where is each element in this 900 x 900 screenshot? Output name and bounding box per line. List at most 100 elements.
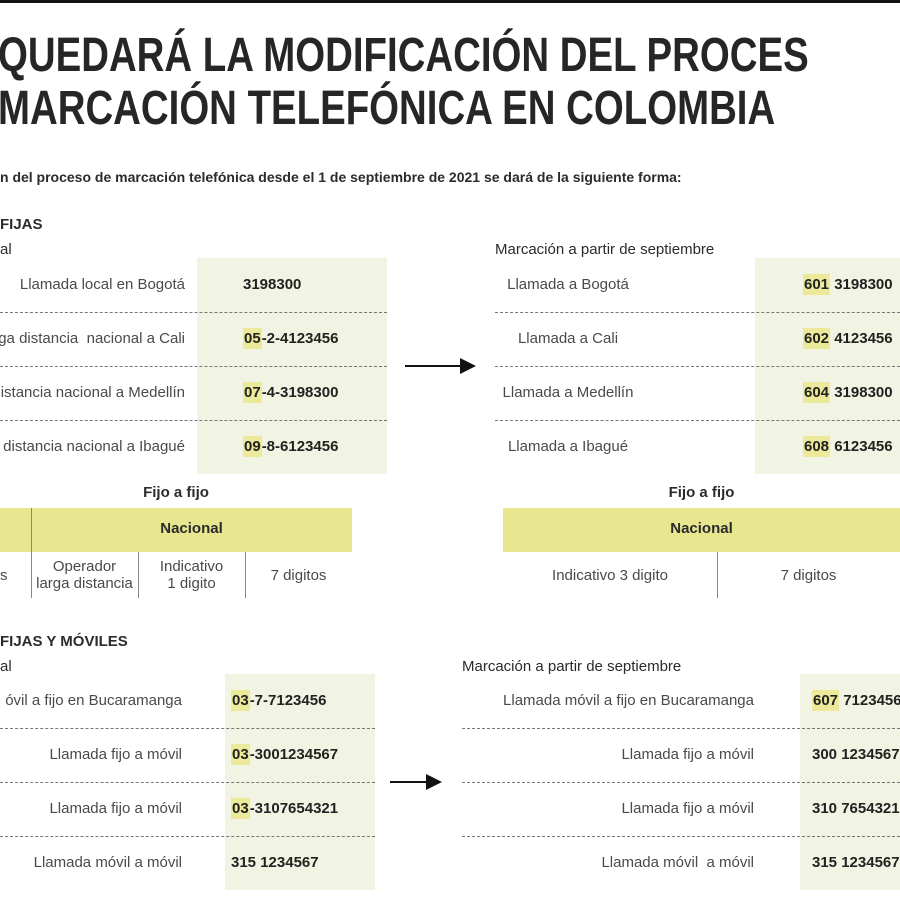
number-rest: -2-4123456: [261, 330, 339, 347]
cell: Indicativo 3 digito: [503, 567, 717, 584]
cell: Indicativo 1 digito: [138, 558, 245, 592]
number-rest: 7123456: [839, 692, 900, 709]
band-label: Nacional: [160, 520, 223, 537]
table-heading: Fijo a fijo: [143, 484, 209, 501]
cell: 7 digitos: [245, 567, 352, 584]
cell-line: 7 digitos: [780, 566, 837, 584]
row-divider: [462, 782, 900, 783]
row-divider: [0, 312, 387, 313]
row-label: Llamada fijo a móvil: [49, 746, 182, 763]
band: [503, 508, 900, 552]
row-divider: [0, 782, 375, 783]
cell-divider: [138, 552, 139, 598]
row-label: Llamada a Ibagué: [507, 438, 629, 455]
cell-line: 7 digitos: [270, 566, 327, 584]
number-rest: 3198300: [830, 384, 893, 401]
cell-line: Operador: [52, 558, 117, 575]
row-divider: [0, 420, 387, 421]
title: MARCACIÓN TELEFÓNICA EN COLOMBIA: [0, 82, 776, 135]
row-label: Llamada a Medellín: [502, 384, 634, 401]
cell: Operador larga distancia: [31, 558, 138, 592]
row-label: Llamada a Bogotá: [507, 276, 629, 293]
row-divider: [495, 366, 900, 367]
number-prefix: 09: [243, 436, 262, 457]
row-label: distancia nacional a Medellín: [0, 384, 185, 401]
cell-divider: [31, 508, 32, 598]
phone-number: 310 7654321: [812, 800, 900, 817]
new-label: Marcación a partir de septiembre: [462, 658, 682, 675]
phone-number: 3198300: [243, 276, 302, 293]
table-heading: Fijo a fijo: [668, 484, 735, 501]
row-divider: [462, 836, 900, 837]
row-label: óvil a fijo en Bucaramanga: [5, 692, 182, 709]
row-label: Llamada fijo a móvil: [621, 800, 754, 817]
arrow: [405, 358, 476, 374]
phone-number: 601 3198300: [803, 274, 893, 295]
row-divider: [495, 312, 900, 313]
number-prefix: 604: [803, 382, 831, 403]
phone-number: 09-8-6123456: [243, 436, 339, 457]
phone-number: 03-7-7123456: [231, 690, 327, 711]
number-prefix: 03: [231, 690, 250, 711]
cell-line: s: [0, 566, 8, 584]
number-prefix: 607: [812, 690, 840, 711]
number-prefix: 03: [231, 744, 250, 765]
number-rest: -7-7123456: [249, 692, 327, 709]
number-prefix: 05: [243, 328, 262, 349]
number-rest: -3107654321: [249, 800, 339, 817]
phone-number: 315 1234567: [812, 854, 900, 871]
phone-number: 07-4-3198300: [243, 382, 339, 403]
phone-number: 607 7123456: [812, 690, 900, 711]
top-rule: [0, 0, 900, 3]
row-label: Llamada móvil a móvil: [33, 854, 182, 871]
current-label: al: [0, 241, 12, 258]
phone-number: 03-3001234567: [231, 744, 339, 765]
number-prefix: 608: [803, 436, 831, 457]
cell-line: larga distancia: [36, 575, 133, 592]
number-prefix: 03: [231, 798, 250, 819]
band: [0, 508, 352, 552]
row-divider: [495, 420, 900, 421]
cell-line: Indicativo 3 digito: [552, 566, 668, 584]
band-label: Nacional: [670, 520, 733, 537]
row-label: Llamada móvil a fijo en Bucaramanga: [503, 692, 754, 709]
section-heading: FIJAS Y MÓVILES: [0, 633, 128, 650]
row-label: Llamada local en Bogotá: [19, 276, 185, 293]
cell-divider: [717, 552, 718, 598]
row-label: Llamada a Cali: [517, 330, 619, 347]
cell-divider: [245, 552, 246, 598]
new-label: Marcación a partir de septiembre: [495, 241, 715, 258]
phone-number: 604 3198300: [803, 382, 893, 403]
subtitle: n del proceso de marcación telefónica de…: [0, 169, 682, 185]
row-label: Llamada fijo a móvil: [621, 746, 754, 763]
row-divider: [0, 728, 375, 729]
number-rest: -8-6123456: [261, 438, 339, 455]
cell-line: Indicativo: [159, 558, 224, 575]
cell: 7 digitos: [717, 567, 900, 584]
row-divider: [0, 836, 375, 837]
number-rest: 4123456: [830, 330, 893, 347]
number-prefix: 602: [803, 328, 831, 349]
title: QUEDARÁ LA MODIFICACIÓN DEL PROCES: [0, 29, 809, 82]
cell-line: 1 digito: [167, 575, 216, 592]
phone-number: 03-3107654321: [231, 798, 339, 819]
row-label: distancia nacional a Ibagué: [0, 438, 185, 455]
cell: s: [0, 567, 31, 584]
number-rest: -4-3198300: [261, 384, 339, 401]
number-prefix: 601: [803, 274, 831, 295]
phone-number: 300 1234567: [812, 746, 900, 763]
number-rest: -3001234567: [249, 746, 339, 763]
current-label: al: [0, 658, 12, 675]
number-rest: 6123456: [830, 438, 893, 455]
row-label: rga distancia nacional a Cali: [0, 330, 185, 347]
row-divider: [0, 366, 387, 367]
section-heading: FIJAS: [0, 216, 43, 233]
phone-number: 315 1234567: [231, 854, 319, 871]
arrow: [390, 774, 442, 790]
row-label: Llamada móvil a móvil: [601, 854, 754, 871]
row-divider: [462, 728, 900, 729]
number-prefix: 07: [243, 382, 262, 403]
phone-number: 608 6123456: [803, 436, 893, 457]
number-rest: 3198300: [830, 276, 893, 293]
